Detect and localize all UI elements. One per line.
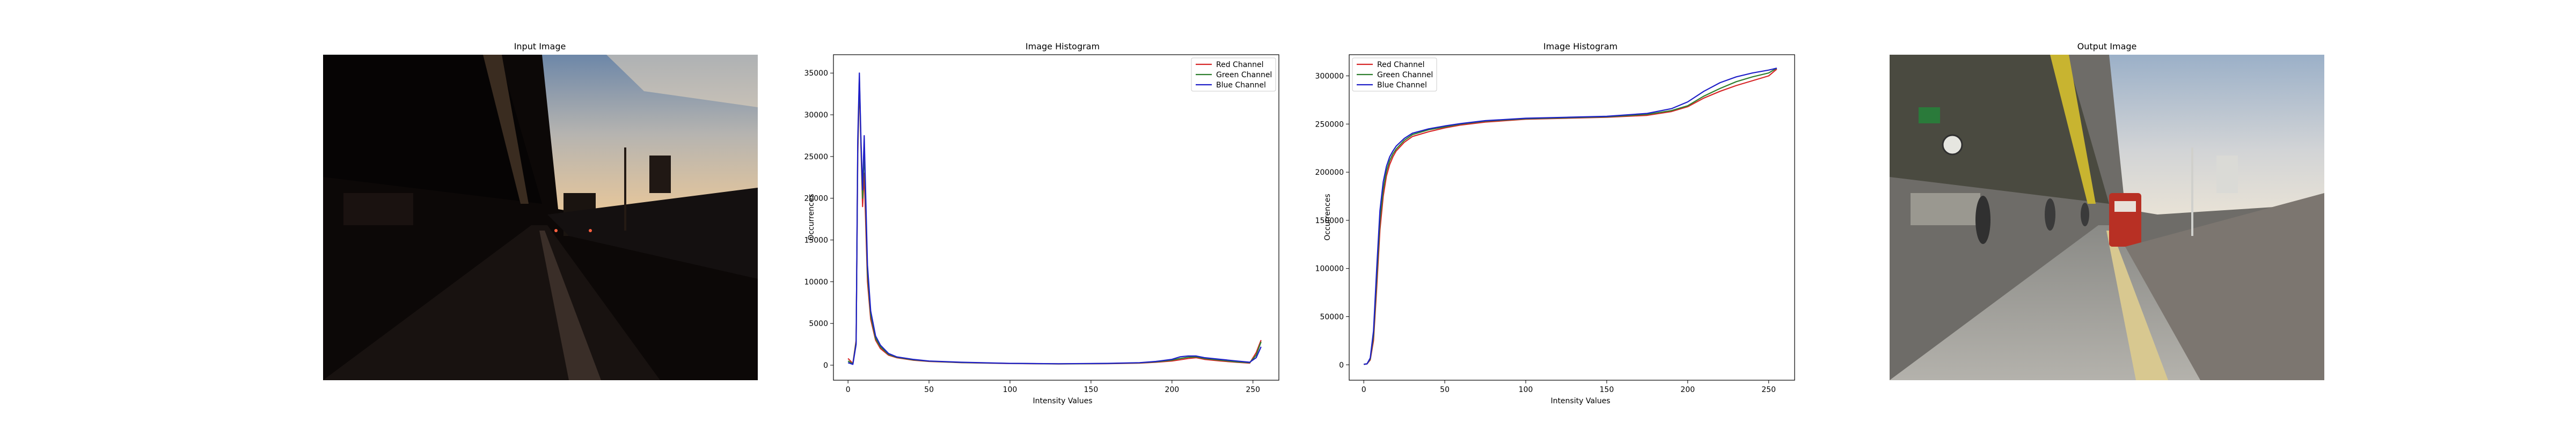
x-tick-label: 200 xyxy=(1165,386,1179,394)
x-tick-label: 200 xyxy=(1680,386,1695,394)
legend-label: Green Channel xyxy=(1377,71,1433,79)
chart2-ylabel: Occurrences xyxy=(1323,194,1332,240)
input-image-panel: Input Image xyxy=(323,41,758,380)
y-tick-label: 25000 xyxy=(804,153,828,161)
y-tick-label: 0 xyxy=(823,361,828,370)
legend-label: Blue Channel xyxy=(1216,81,1266,90)
y-tick-label: 30000 xyxy=(804,111,828,120)
y-tick-label: 20000 xyxy=(804,195,828,203)
y-tick-label: 15000 xyxy=(804,236,828,245)
chart1-legend: Red Channel Green Channel Blue Channel xyxy=(1191,57,1276,92)
input-image-title: Input Image xyxy=(514,41,566,51)
y-tick-label: 50000 xyxy=(1320,313,1344,321)
x-tick-label: 0 xyxy=(846,386,851,394)
y-tick-label: 35000 xyxy=(804,69,828,78)
chart2-title: Image Histogram xyxy=(1543,41,1618,51)
y-tick-label: 5000 xyxy=(809,320,828,328)
y-tick-label: 150000 xyxy=(1315,217,1344,225)
x-tick-label: 150 xyxy=(1600,386,1614,394)
series-line-blue-channel xyxy=(847,72,1262,365)
chart2-xlabel: Intensity Values xyxy=(1550,397,1610,405)
y-tick-label: 0 xyxy=(1339,361,1344,369)
chart1-title: Image Histogram xyxy=(1026,41,1100,51)
x-tick-label: 100 xyxy=(1003,386,1018,394)
output-image-title: Output Image xyxy=(2077,41,2137,51)
x-tick-label: 250 xyxy=(1246,386,1260,394)
series-line-blue-channel xyxy=(1364,68,1777,365)
y-tick-label: 100000 xyxy=(1315,265,1344,273)
legend-label: Green Channel xyxy=(1216,71,1272,79)
y-tick-label: 300000 xyxy=(1315,72,1344,81)
y-tick-label: 200000 xyxy=(1315,168,1344,177)
x-tick-label: 50 xyxy=(1440,386,1450,394)
y-tick-label: 10000 xyxy=(804,278,828,286)
input-image xyxy=(323,55,758,380)
output-image xyxy=(1890,55,2324,380)
legend-label: Red Channel xyxy=(1216,61,1264,69)
chart2-legend: Red Channel Green Channel Blue Channel xyxy=(1352,57,1437,92)
chart1-plot-area xyxy=(833,55,1279,380)
x-tick-label: 250 xyxy=(1761,386,1776,394)
chart1-ylabel: Occurrences xyxy=(807,194,816,240)
legend-label: Red Channel xyxy=(1377,61,1425,69)
chart1-xlabel: Intensity Values xyxy=(1033,397,1092,405)
x-tick-label: 100 xyxy=(1519,386,1533,394)
legend-label: Blue Channel xyxy=(1377,81,1427,90)
chart2-frame xyxy=(1349,54,1795,381)
x-tick-label: 0 xyxy=(1362,386,1366,394)
histogram-chart-2: Image Histogram Intensity Values Occurre… xyxy=(1315,41,1795,405)
x-tick-label: 150 xyxy=(1084,386,1099,394)
chart2-plot-area xyxy=(1349,55,1795,380)
y-tick-label: 250000 xyxy=(1315,120,1344,129)
output-image-panel: Output Image xyxy=(1890,41,2324,380)
chart1-frame xyxy=(833,54,1279,381)
x-tick-label: 50 xyxy=(924,386,934,394)
histogram-chart-1: Image Histogram Intensity Values Occurre… xyxy=(804,41,1279,405)
